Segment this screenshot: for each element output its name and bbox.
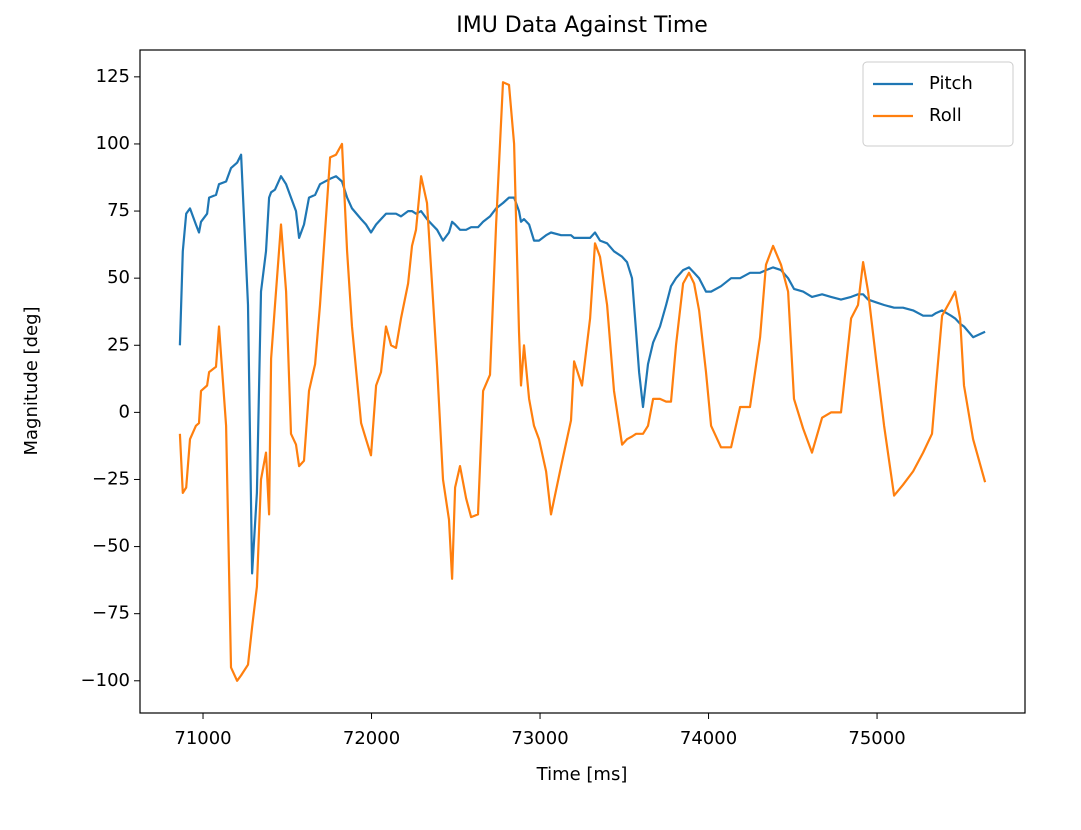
y-tick-label: −100 — [81, 670, 130, 691]
y-tick-label: −50 — [92, 536, 130, 557]
x-tick-label: 73000 — [511, 728, 568, 749]
y-axis-label: Magnitude [deg] — [21, 306, 42, 455]
x-tick-label: 72000 — [343, 728, 400, 749]
y-tick-label: 0 — [119, 401, 130, 422]
chart-title: IMU Data Against Time — [456, 13, 708, 38]
y-tick-label: 25 — [107, 334, 130, 355]
plot-frame — [139, 49, 1026, 714]
y-tick-label: 75 — [107, 200, 130, 221]
legend-label: Pitch — [929, 73, 973, 94]
x-axis-label: Time [ms] — [536, 764, 628, 785]
y-tick-label: 50 — [107, 267, 130, 288]
series-line — [178, 153, 986, 575]
x-tick-label: 71000 — [174, 728, 231, 749]
y-tick-label: −75 — [92, 603, 130, 624]
x-tick-label: 74000 — [680, 728, 737, 749]
series-line — [178, 81, 987, 682]
y-tick-label: 125 — [96, 66, 130, 87]
legend-label: Roll — [929, 105, 962, 126]
y-tick-label: 100 — [96, 133, 130, 154]
y-tick-label: −25 — [92, 468, 130, 489]
x-tick-label: 75000 — [848, 728, 905, 749]
